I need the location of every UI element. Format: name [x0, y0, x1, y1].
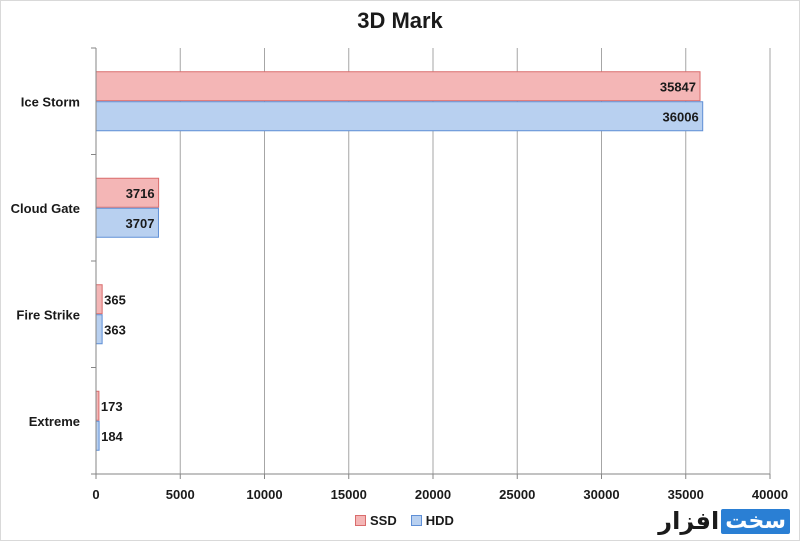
x-tick-label: 0 [92, 487, 99, 502]
data-label: 184 [101, 429, 123, 444]
data-label: 36006 [663, 109, 699, 124]
x-tick-label: 15000 [331, 487, 367, 502]
legend: SSD HDD [355, 513, 454, 528]
x-tick-label: 40000 [752, 487, 788, 502]
category-label: Ice Storm [21, 94, 80, 109]
legend-item-hdd: HDD [410, 513, 454, 528]
data-label: 35847 [660, 79, 696, 94]
watermark-text: افزار [658, 507, 720, 535]
category-label: Extreme [29, 414, 80, 429]
bar-ssd [95, 177, 160, 208]
legend-label-hdd: HDD [425, 513, 454, 528]
watermark-logo: افزار سخت [658, 507, 790, 535]
category-label: Fire Strike [16, 307, 80, 322]
category-label: Cloud Gate [11, 201, 80, 216]
watermark-box: سخت [721, 508, 790, 534]
chart-title: 3D Mark [357, 8, 443, 33]
x-tick-label: 25000 [499, 487, 535, 502]
data-label: 3716 [126, 186, 155, 201]
legend-swatch-hdd [410, 515, 422, 526]
data-label: 363 [104, 322, 126, 337]
bar-ssd [95, 71, 701, 102]
data-label: 365 [104, 292, 126, 307]
legend-item-ssd: SSD [355, 513, 397, 528]
x-tick-label: 30000 [583, 487, 619, 502]
x-tick-label: 10000 [246, 487, 282, 502]
data-label: 3707 [126, 216, 155, 231]
data-label: 173 [101, 399, 123, 414]
legend-swatch-ssd [355, 515, 366, 526]
x-tick-label: 20000 [415, 487, 451, 502]
bar-hdd [95, 101, 704, 132]
bar-ssd [95, 284, 103, 315]
bar-hdd [95, 314, 103, 345]
x-tick-label: 5000 [166, 487, 195, 502]
x-tick-label: 35000 [668, 487, 704, 502]
legend-label-ssd: SSD [370, 513, 397, 528]
